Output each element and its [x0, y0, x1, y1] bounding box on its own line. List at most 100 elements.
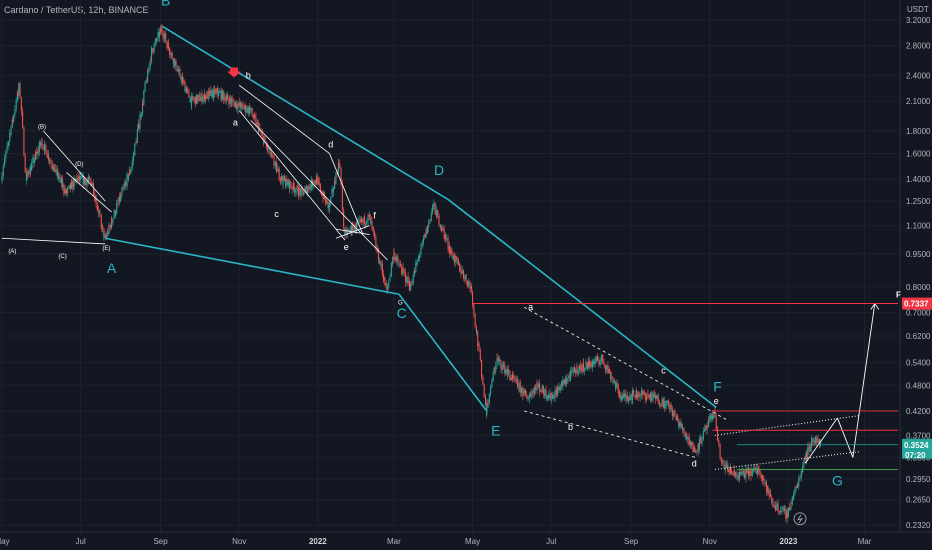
- candle-body: [461, 270, 463, 274]
- candle-body: [359, 220, 361, 222]
- candle-body: [6, 145, 8, 147]
- candle-body: [59, 177, 61, 179]
- candle-body: [425, 229, 427, 234]
- candle-body: [285, 184, 287, 187]
- candle-body: [109, 225, 111, 228]
- candle-body: [657, 397, 659, 404]
- sub-label-e2: e: [714, 396, 719, 406]
- candle-body: [572, 367, 574, 373]
- candle-body: [486, 407, 488, 416]
- candle-body: [649, 394, 652, 401]
- candle-body: [554, 392, 556, 399]
- x-tick-label: May: [0, 537, 10, 546]
- candle-body: [160, 28, 162, 32]
- candle-body: [469, 284, 471, 289]
- candle-body: [395, 256, 398, 259]
- candle-body: [616, 384, 618, 387]
- y-tick-label: 1.4000: [906, 175, 931, 184]
- candle-body: [129, 170, 131, 174]
- candle-body: [530, 393, 532, 396]
- candle-body: [147, 70, 149, 83]
- candle-body: [598, 362, 600, 365]
- candle-body: [398, 264, 400, 265]
- candle-body: [683, 432, 685, 434]
- candle-body: [245, 105, 247, 113]
- candle-body: [94, 194, 96, 202]
- candle-body: [492, 371, 494, 381]
- candle-body: [210, 90, 212, 91]
- candle-body: [588, 360, 590, 368]
- candle-body: [20, 101, 22, 112]
- candle-body: [777, 503, 779, 507]
- candle-body: [635, 390, 637, 397]
- candle-body: [68, 186, 70, 188]
- candle-body: [661, 398, 663, 406]
- candle-body: [604, 367, 606, 370]
- y-tick-label: 1.6000: [906, 149, 931, 158]
- candle-body: [611, 376, 613, 378]
- candle-body: [96, 207, 98, 210]
- candle-body: [170, 52, 172, 55]
- candle-body: [604, 365, 606, 368]
- candle-body: [680, 423, 682, 427]
- candle-body: [528, 396, 530, 399]
- candle-body: [586, 362, 588, 370]
- candle-body: [32, 157, 34, 160]
- candle-body: [790, 502, 792, 505]
- candle-body: [261, 133, 263, 136]
- time-axis[interactable]: May Jul Sep Nov 2022 Mar May Jul Sep Nov 2023 Mar: [0, 537, 872, 546]
- candle-body: [490, 387, 492, 394]
- candle-body: [365, 223, 367, 225]
- candle-body: [399, 264, 401, 267]
- target-price-badge-bg: [902, 297, 932, 310]
- candle-body: [304, 187, 306, 189]
- wave-label-c: C: [397, 305, 407, 321]
- candle-body: [473, 305, 475, 314]
- candle-body: [51, 164, 53, 167]
- candle-body: [673, 410, 675, 414]
- candle-body: [437, 212, 439, 217]
- candle-body: [595, 357, 597, 362]
- lightning-glyph: [797, 514, 804, 523]
- candle-body: [481, 373, 483, 378]
- candle-body: [286, 179, 288, 185]
- candle-body: [73, 178, 75, 188]
- candle-body: [523, 389, 525, 391]
- candle-body: [411, 282, 413, 284]
- y-tick-label: 0.9500: [906, 250, 931, 259]
- candle-body: [67, 187, 69, 191]
- candle-body: [478, 344, 480, 351]
- candle-body: [327, 205, 329, 209]
- candle-body: [234, 101, 236, 108]
- candle-body: [733, 469, 735, 472]
- price-axis[interactable]: 3.2000 2.8000 2.4000 2.1000 1.8000 1.6000 1.40…: [906, 16, 931, 530]
- candle-body: [33, 159, 35, 163]
- candle-body: [141, 102, 144, 106]
- candle-body: [553, 398, 555, 399]
- candle-body: [386, 287, 389, 290]
- candle-body: [785, 509, 787, 518]
- candle-body: [510, 377, 512, 379]
- candle-body: [43, 144, 46, 152]
- candle-body: [272, 155, 274, 158]
- candle-body: [353, 224, 355, 229]
- candle-body: [339, 163, 341, 168]
- candle-body: [611, 377, 613, 380]
- candle-body: [305, 186, 307, 194]
- candle-body: [348, 229, 350, 231]
- candle-body: [54, 164, 56, 173]
- candle-body: [715, 418, 717, 430]
- candle-body: [689, 441, 691, 445]
- candle-body: [341, 198, 343, 210]
- candle-body: [483, 384, 485, 395]
- candle-body: [631, 390, 633, 400]
- candle-body: [434, 203, 436, 208]
- candle-body: [515, 379, 517, 381]
- candle-body: [756, 468, 759, 474]
- candle-body: [199, 99, 202, 102]
- y-tick-label: 0.2950: [906, 475, 931, 484]
- candle-body: [511, 374, 514, 378]
- candle-body: [562, 379, 564, 387]
- candle-body: [147, 70, 149, 72]
